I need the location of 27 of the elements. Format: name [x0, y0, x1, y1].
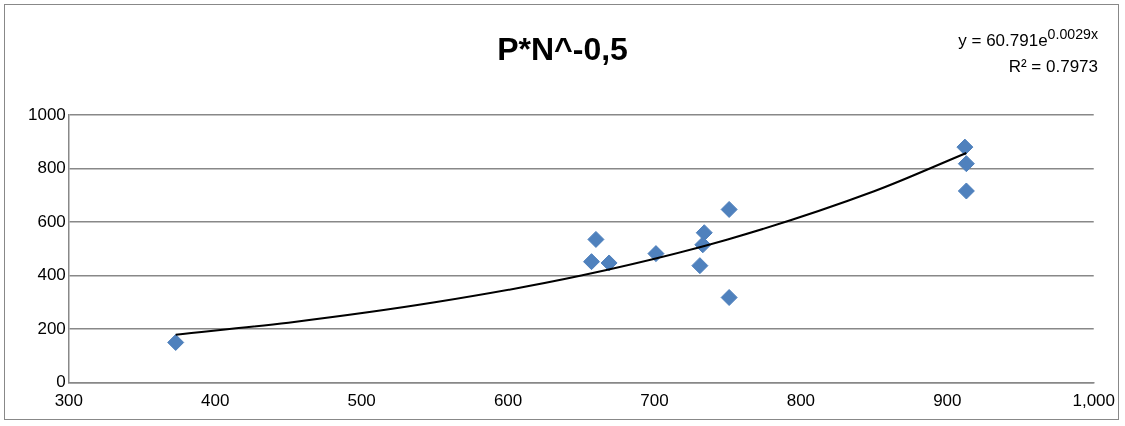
- point: [956, 138, 974, 156]
- point: [720, 289, 738, 306]
- x-tick-label: 1,000: [1072, 391, 1115, 411]
- point: [957, 182, 975, 200]
- x-tick-label: 900: [933, 391, 962, 411]
- x-tick-label: 700: [640, 391, 669, 411]
- point: [691, 257, 709, 275]
- point: [720, 200, 738, 218]
- text: y = 60.791e$^{0.0029x}$: [958, 25, 1098, 52]
- y-tick-label: 200: [37, 318, 66, 338]
- x-tick-label: 800: [786, 391, 816, 411]
- point: [167, 333, 185, 351]
- text: R² = 0.7973: [1007, 55, 1098, 78]
- x-tick-label: 600: [493, 391, 523, 411]
- x-tick-label: 500: [347, 391, 376, 411]
- y-tick-label: 600: [37, 211, 66, 231]
- y-tick-label: 1000: [27, 104, 66, 124]
- y-tick-label: 400: [37, 265, 66, 285]
- point: [600, 254, 618, 272]
- x-tick-label: 300: [54, 391, 84, 411]
- y-tick-label: 800: [37, 158, 66, 178]
- x-tick-label: 400: [201, 391, 230, 411]
- point: [957, 155, 975, 173]
- y-tick-label: 0: [56, 372, 66, 392]
- point: [583, 253, 601, 271]
- point: [587, 230, 605, 248]
- chart-title: P*N^-0,5: [497, 31, 628, 67]
